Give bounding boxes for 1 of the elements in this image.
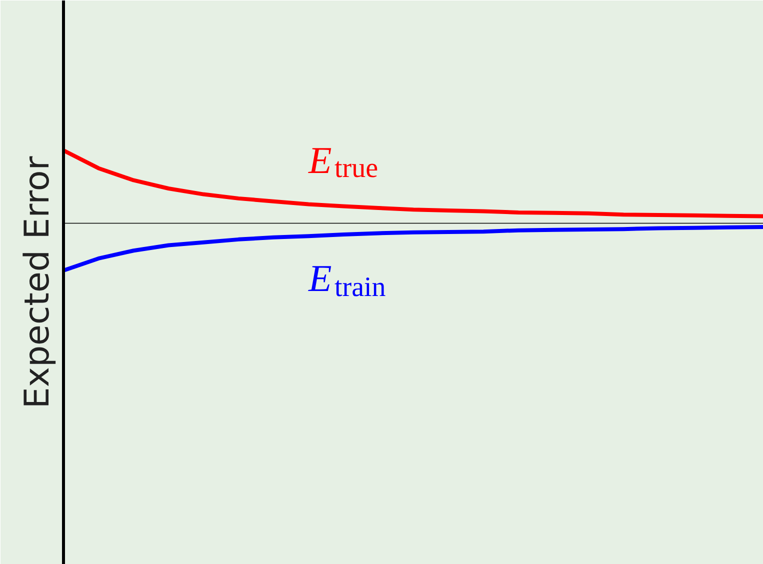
y-axis-title: Expected Error [18,156,58,409]
